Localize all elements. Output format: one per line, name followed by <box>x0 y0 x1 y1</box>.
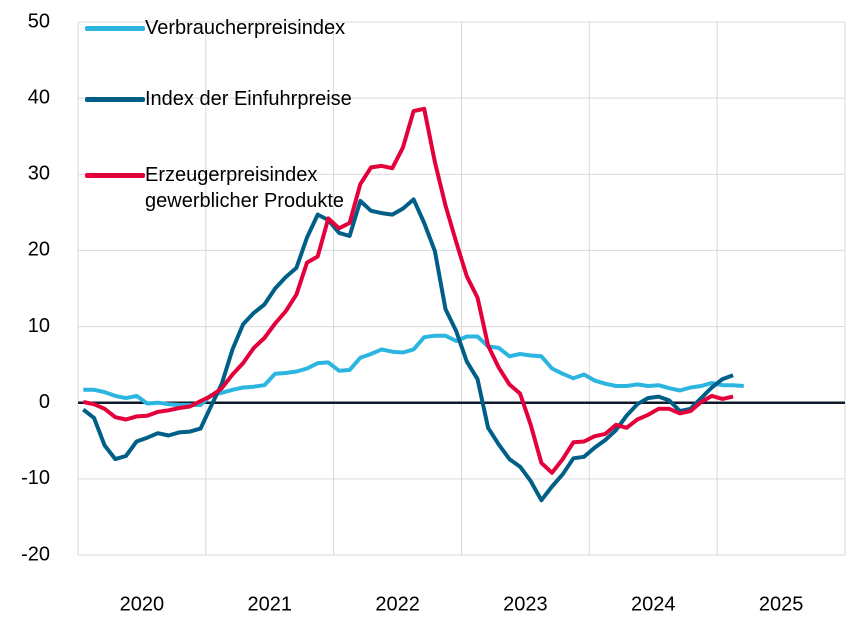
y-tick-label: 0 <box>39 391 50 413</box>
legend-swatch <box>85 173 145 178</box>
y-tick-label: 50 <box>28 10 50 32</box>
y-tick-label: 40 <box>28 86 50 108</box>
y-tick-label: 10 <box>28 315 50 337</box>
series-line <box>82 197 734 503</box>
x-tick-label: 2023 <box>503 593 548 615</box>
x-tick-label: 2021 <box>248 593 293 615</box>
series-line <box>83 333 744 407</box>
legend-swatch <box>85 97 145 102</box>
x-tick-label: 2025 <box>759 593 804 615</box>
y-tick-label: 30 <box>28 163 50 185</box>
y-tick-label: -20 <box>21 543 50 565</box>
legend-item: Erzeugerpreisindex gewerblicher Produkte <box>85 162 375 214</box>
legend-label: Erzeugerpreisindex gewerblicher Produkte <box>145 164 344 212</box>
legend-item: Verbraucherpreisindex <box>85 15 375 41</box>
legend-label: Index der Einfuhrpreise <box>145 88 352 110</box>
legend-item: Index der Einfuhrpreise <box>85 86 375 112</box>
x-tick-label: 2024 <box>631 593 676 615</box>
x-tick-label: 2022 <box>375 593 420 615</box>
y-tick-label: 20 <box>28 239 50 261</box>
y-tick-label: -10 <box>21 467 50 489</box>
series-line <box>82 106 734 475</box>
legend-swatch <box>85 26 145 31</box>
legend-label: Verbraucherpreisindex <box>145 17 346 39</box>
x-tick-label: 2020 <box>120 593 165 615</box>
